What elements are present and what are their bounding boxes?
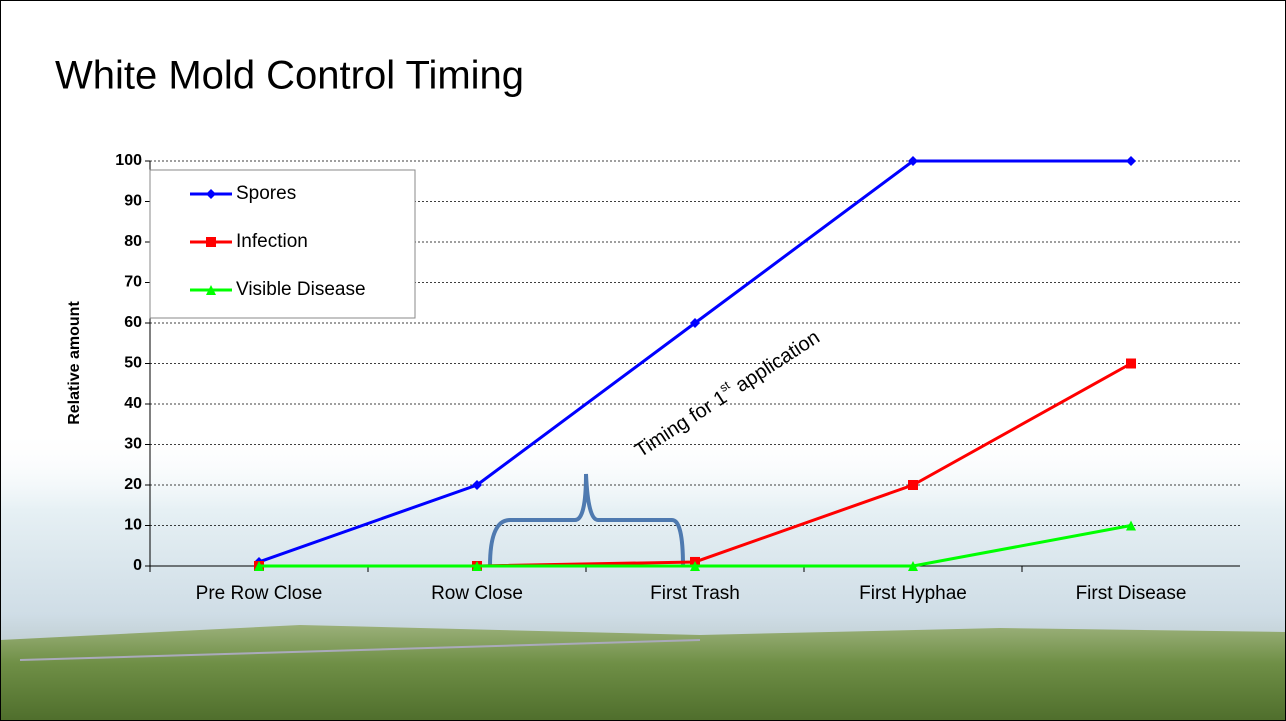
y-tick-label: 60 [124, 314, 142, 331]
y-tick-label: 10 [124, 517, 142, 534]
data-point [908, 480, 918, 490]
x-tick-label: First Trash [650, 583, 740, 604]
plot [254, 156, 1136, 571]
chart-title: White Mold Control Timing [55, 54, 524, 98]
legend-label: Visible Disease [236, 279, 366, 300]
bracket [488, 473, 685, 567]
legend-marker [206, 237, 216, 247]
y-tick-label: 50 [124, 355, 142, 372]
data-point [472, 561, 482, 571]
data-point [1126, 520, 1136, 531]
data-point [472, 480, 482, 490]
data-point [690, 318, 700, 328]
data-point [1126, 358, 1136, 369]
x-tick-label: Row Close [431, 583, 523, 604]
y-tick-label: 0 [133, 557, 142, 574]
y-tick-label: 100 [115, 152, 142, 169]
data-point [1126, 156, 1136, 166]
data-point [908, 156, 918, 166]
legend-marker [206, 285, 216, 295]
x-tick-label: First Hyphae [859, 583, 967, 604]
sky-haze [0, 430, 1286, 660]
y-tick-label: 70 [124, 274, 142, 291]
irrigation-pivot [19, 639, 701, 661]
legend-label: Infection [236, 231, 308, 252]
y-tick-label: 90 [124, 193, 142, 210]
x-tick-label: Pre Row Close [196, 583, 323, 604]
data-point [690, 561, 700, 571]
y-tick-label: 80 [124, 233, 142, 250]
y-tick-label: 30 [124, 436, 142, 453]
x-tick-label: First Disease [1076, 583, 1187, 604]
field [0, 625, 1286, 721]
data-point [908, 561, 918, 571]
legend-label: Spores [236, 183, 296, 204]
y-axis-label: Relative amount [66, 301, 83, 425]
y-tick-label: 20 [124, 476, 142, 493]
data-point [254, 561, 264, 571]
legend-marker [206, 189, 216, 199]
legend-entries: Spores Infection Visible Disease [190, 183, 366, 300]
y-tick-label: 40 [124, 395, 142, 412]
